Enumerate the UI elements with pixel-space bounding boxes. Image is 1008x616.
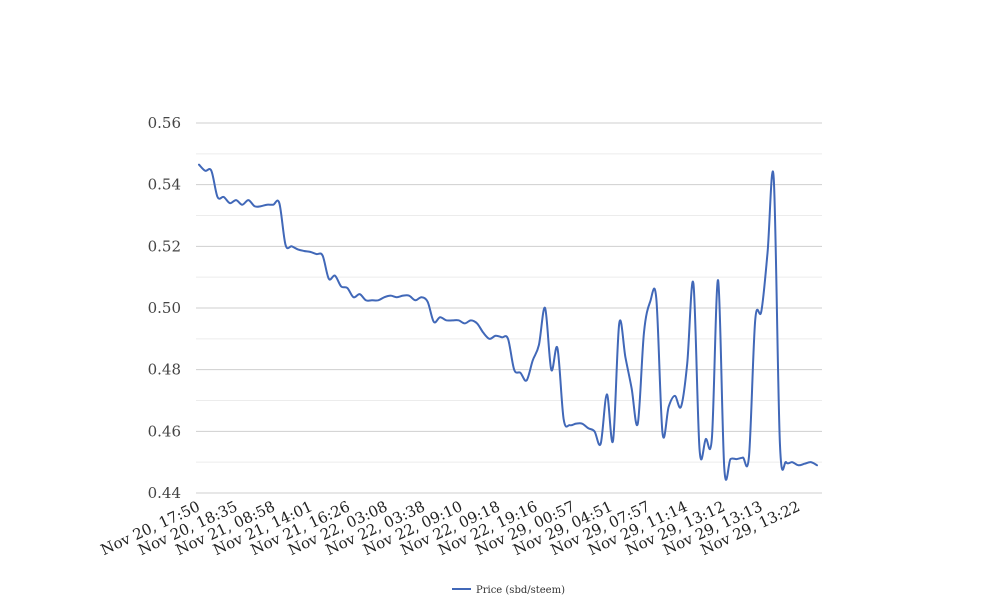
series-line-price — [198, 163, 818, 481]
y-tick-label: 0.52 — [148, 237, 181, 255]
y-tick-label: 0.56 — [148, 114, 181, 132]
series-lines — [198, 163, 818, 481]
y-tick-label: 0.50 — [148, 299, 181, 317]
y-tick-label: 0.44 — [148, 484, 181, 502]
y-tick-label: 0.46 — [148, 422, 181, 440]
legend: Price (sbd/steem) — [452, 585, 565, 596]
grid-lines — [196, 122, 822, 494]
y-tick-label: 0.48 — [148, 361, 181, 379]
legend-label-price: Price (sbd/steem) — [476, 585, 565, 596]
y-tick-label: 0.54 — [148, 176, 181, 194]
y-axis-tick-labels: 0.44 0.46 0.48 0.50 0.52 0.54 0.56 — [148, 114, 181, 502]
